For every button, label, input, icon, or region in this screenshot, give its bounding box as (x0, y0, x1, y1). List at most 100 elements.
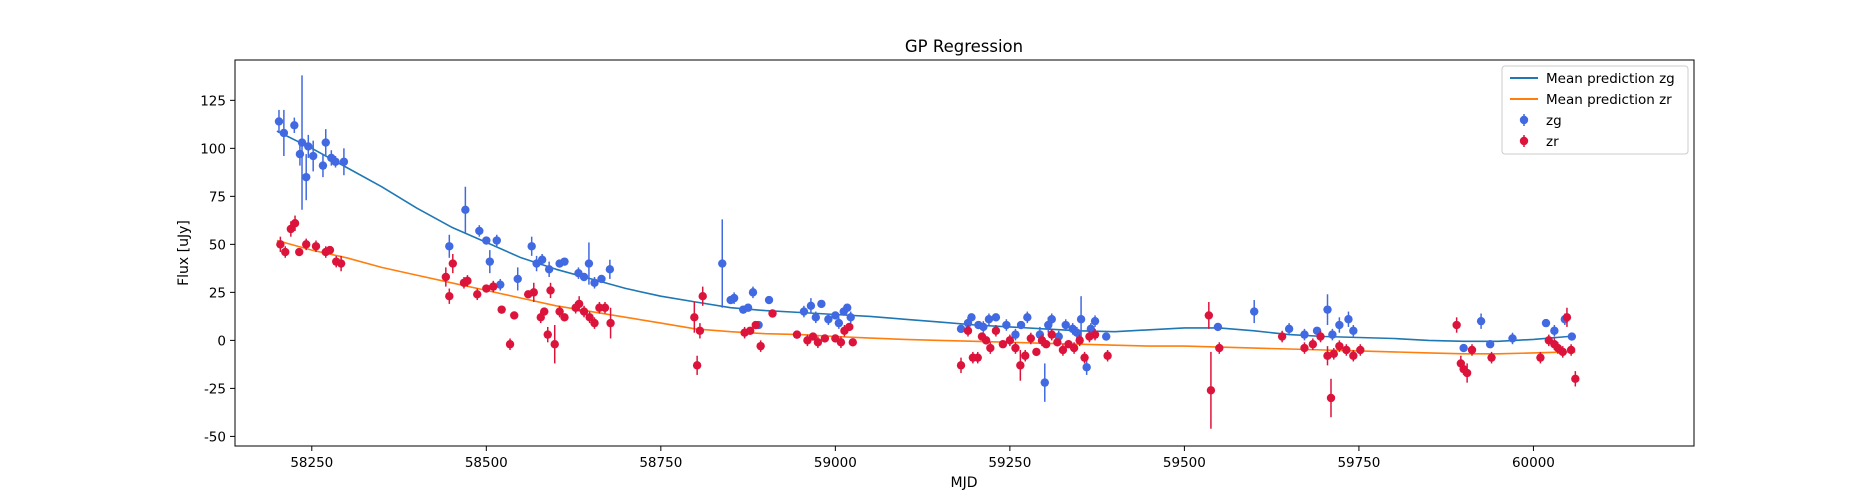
zg-point-76 (1250, 300, 1259, 324)
zr-marker-105 (1536, 353, 1545, 362)
zr-point-110 (1562, 307, 1572, 327)
zr-point-98 (1356, 344, 1365, 356)
zr-marker-52 (820, 334, 830, 343)
zg-marker-71 (1082, 363, 1091, 372)
zr-point-68 (1011, 342, 1020, 354)
zr-marker-59 (963, 326, 973, 335)
zr-marker-35 (590, 318, 599, 328)
zg-marker-43 (811, 313, 821, 322)
zr-marker-76 (1053, 338, 1062, 347)
zr-point-91 (1316, 330, 1325, 343)
zr-points (276, 215, 1580, 429)
zr-marker-86 (1206, 386, 1216, 395)
zr-point-59 (963, 325, 973, 337)
zg-marker-42 (806, 301, 816, 311)
zr-marker-68 (1011, 343, 1020, 353)
zg-point-44 (817, 299, 826, 309)
zg-marker-29 (584, 259, 594, 268)
zg-point-6 (304, 134, 313, 158)
zr-point-23 (529, 282, 538, 302)
zr-point-97 (1349, 349, 1358, 362)
zg-point-49 (843, 303, 852, 312)
zg-marker-88 (1508, 334, 1517, 343)
zr-point-46 (756, 340, 765, 352)
zr-marker-90 (1308, 340, 1318, 349)
zg-point-1 (279, 109, 289, 157)
x-tick-label-5: 59500 (1163, 455, 1206, 471)
zr-point-10 (336, 255, 346, 272)
zg-marker-24 (544, 265, 554, 274)
zr-point-20 (505, 338, 515, 350)
zr-marker-87 (1215, 343, 1224, 353)
zr-point-47 (768, 309, 777, 318)
zg-point-42 (806, 298, 816, 314)
zr-marker-20 (505, 340, 515, 349)
zg-point-61 (1023, 311, 1032, 324)
zg-marker-7 (308, 151, 318, 161)
zr-point-0 (276, 236, 285, 253)
zg-marker-58 (1002, 320, 1011, 330)
zg-marker-11 (331, 157, 340, 166)
zr-marker-34 (585, 313, 594, 322)
zr-marker-29 (555, 307, 564, 316)
zg-marker-28 (579, 272, 589, 282)
zg-point-0 (274, 109, 284, 133)
zr-marker-61 (973, 353, 982, 362)
zg-point-89 (1541, 318, 1551, 328)
zr-point-70 (1021, 349, 1030, 362)
zr-point-75 (1047, 328, 1056, 341)
zr-point-72 (1032, 347, 1041, 357)
zg-marker-82 (1335, 320, 1344, 330)
zg-marker-84 (1349, 326, 1358, 335)
zr-marker-89 (1300, 343, 1309, 353)
zg-point-23 (537, 253, 547, 266)
y-tick-label-2: 0 (217, 333, 226, 349)
legend-label-zg-mean: Mean prediction zg (1546, 71, 1675, 87)
zg-point-82 (1335, 317, 1344, 333)
zr-marker-112 (1571, 374, 1580, 383)
zg-marker-90 (1550, 326, 1559, 335)
zg-point-77 (1284, 323, 1294, 335)
zr-point-5 (302, 238, 311, 251)
zr-point-8 (325, 245, 335, 255)
zr-point-93 (1326, 378, 1336, 418)
zr-point-85 (1204, 301, 1214, 329)
zr-marker-71 (1026, 334, 1036, 343)
zg-marker-76 (1250, 307, 1259, 316)
zr-point-77 (1058, 344, 1068, 356)
zr-marker-6 (311, 242, 321, 251)
zr-point-56 (845, 322, 854, 332)
zr-marker-99 (1452, 320, 1461, 330)
zr-point-63 (981, 336, 991, 345)
data-layer (274, 75, 1580, 429)
zr-point-28 (550, 325, 559, 364)
zr-point-34 (585, 311, 594, 324)
zg-marker-13 (445, 242, 454, 251)
zg-marker-45 (824, 315, 833, 324)
zr-point-86 (1206, 351, 1216, 429)
zr-marker-64 (986, 343, 995, 353)
zg-point-84 (1349, 325, 1358, 337)
y-tick-label-5: 75 (209, 189, 226, 205)
x-tick-label-6: 59750 (1337, 455, 1380, 471)
zg-marker-38 (748, 288, 758, 297)
zg-point-47 (834, 317, 844, 329)
zr-point-96 (1342, 344, 1351, 356)
zg-point-4 (297, 75, 307, 210)
zr-point-74 (1041, 340, 1051, 349)
zg-point-78 (1300, 328, 1309, 341)
zr-point-1 (281, 246, 290, 258)
zg-marker-73 (1090, 316, 1100, 326)
zr-marker-66 (998, 340, 1008, 349)
zr-marker-42 (698, 292, 707, 301)
zr-point-102 (1462, 363, 1472, 383)
zg-marker-59 (1011, 330, 1020, 339)
zr-marker-17 (482, 284, 491, 293)
zr-point-80 (1075, 334, 1084, 347)
zr-marker-96 (1342, 345, 1351, 355)
zg-point-67 (1061, 319, 1070, 331)
zg-point-51 (956, 324, 966, 334)
zr-point-81 (1080, 351, 1089, 364)
zr-point-54 (836, 336, 846, 349)
zg-marker-23 (537, 255, 547, 264)
